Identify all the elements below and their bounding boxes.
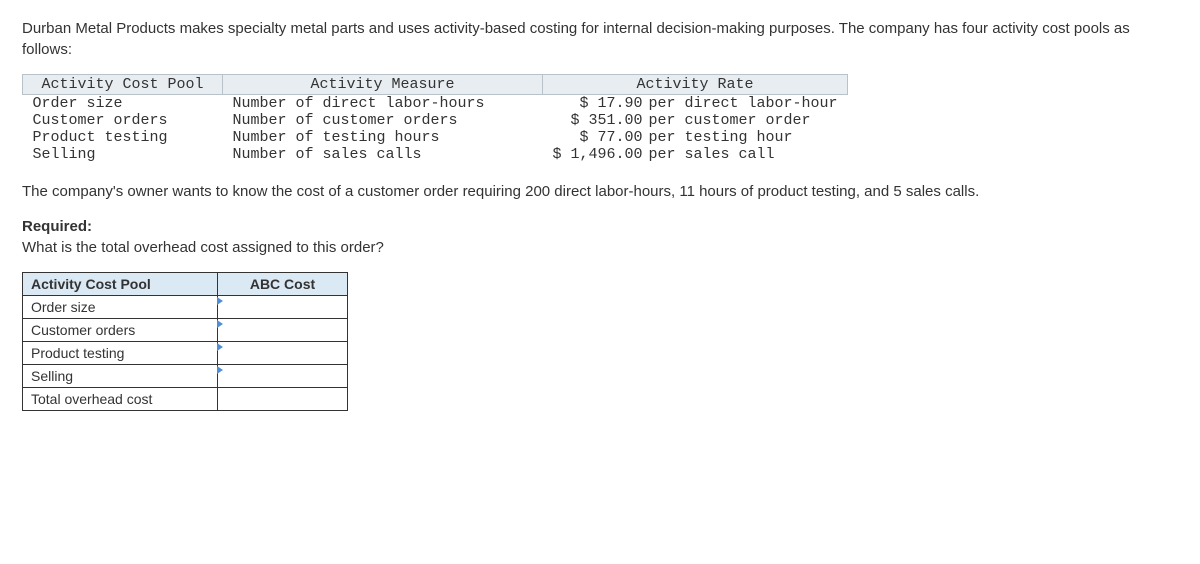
rates-pool: Customer orders	[23, 112, 223, 129]
abc-header-cost: ABC Cost	[218, 273, 348, 296]
rates-measure: Number of customer orders	[223, 112, 543, 129]
rates-header-rate: Activity Rate	[543, 75, 848, 95]
rates-amount: $ 1,496.00	[543, 146, 645, 163]
rates-pool: Selling	[23, 146, 223, 163]
abc-total-label: Total overhead cost	[23, 388, 218, 411]
abc-row-label: Selling	[23, 365, 218, 388]
scenario-text: The company's owner wants to know the co…	[22, 181, 1178, 202]
abc-row: Selling	[23, 365, 348, 388]
intro-text: Durban Metal Products makes specialty me…	[22, 18, 1178, 60]
abc-total-row: Total overhead cost	[23, 388, 348, 411]
required-label: Required:	[22, 218, 92, 235]
abc-row: Order size	[23, 296, 348, 319]
abc-total-value	[218, 388, 348, 411]
abc-row-label: Product testing	[23, 342, 218, 365]
rates-header-pool: Activity Cost Pool	[23, 75, 223, 95]
rates-unit: per sales call	[645, 146, 848, 163]
rates-pool: Order size	[23, 95, 223, 113]
rates-unit: per customer order	[645, 112, 848, 129]
abc-row-label: Order size	[23, 296, 218, 319]
required-question: What is the total overhead cost assigned…	[22, 239, 384, 256]
rates-amount: $ 351.00	[543, 112, 645, 129]
rates-pool: Product testing	[23, 129, 223, 146]
abc-cost-input-customer-orders[interactable]	[218, 319, 347, 341]
rates-row: Product testing Number of testing hours …	[23, 129, 848, 146]
rates-measure: Number of testing hours	[223, 129, 543, 146]
abc-row: Customer orders	[23, 319, 348, 342]
rates-row: Customer orders Number of customer order…	[23, 112, 848, 129]
abc-header-pool: Activity Cost Pool	[23, 273, 218, 296]
rates-header-measure: Activity Measure	[223, 75, 543, 95]
rates-measure: Number of sales calls	[223, 146, 543, 163]
abc-row-label: Customer orders	[23, 319, 218, 342]
rates-unit: per direct labor-hour	[645, 95, 848, 113]
abc-cost-input-order-size[interactable]	[218, 296, 347, 318]
abc-cost-table: Activity Cost Pool ABC Cost Order size C…	[22, 272, 348, 411]
rates-amount: $ 17.90	[543, 95, 645, 113]
abc-cost-input-product-testing[interactable]	[218, 342, 347, 364]
rates-unit: per testing hour	[645, 129, 848, 146]
activity-rates-table: Activity Cost Pool Activity Measure Acti…	[22, 74, 848, 163]
rates-amount: $ 77.00	[543, 129, 645, 146]
abc-row: Product testing	[23, 342, 348, 365]
abc-cost-input-selling[interactable]	[218, 365, 347, 387]
rates-row: Order size Number of direct labor-hours …	[23, 95, 848, 113]
rates-measure: Number of direct labor-hours	[223, 95, 543, 113]
rates-row: Selling Number of sales calls $ 1,496.00…	[23, 146, 848, 163]
